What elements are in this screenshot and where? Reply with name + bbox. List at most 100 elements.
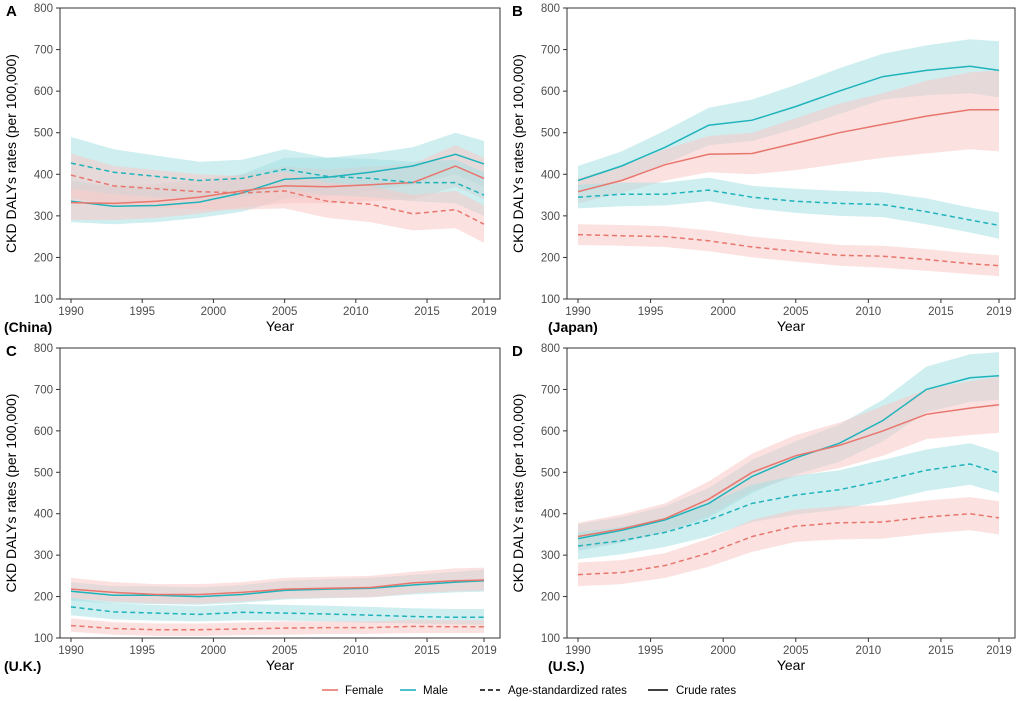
y-tick-label: 800	[34, 3, 53, 15]
line-female-crude	[70, 165, 485, 205]
x-tick-label: 2019	[986, 306, 1012, 318]
band-male-age	[71, 597, 484, 625]
y-tick-label: 700	[541, 45, 560, 57]
line-female-age	[577, 512, 1000, 576]
band-male-age	[578, 443, 999, 560]
x-tick-label: 2010	[343, 306, 369, 318]
country-label: (Japan)	[548, 319, 598, 335]
series-lines	[70, 579, 485, 631]
x-tick-label: 1990	[58, 306, 84, 318]
line-male-age	[577, 189, 1000, 227]
x-tick-label: 2019	[471, 306, 497, 318]
x-tick-label: 2000	[710, 645, 736, 657]
y-tick-label: 500	[34, 128, 53, 140]
x-tick-label: 2000	[201, 306, 227, 318]
series-lines	[577, 65, 1000, 267]
y-tick-label: 700	[541, 384, 560, 396]
y-tick-label: 100	[34, 633, 53, 645]
y-tick-label: 600	[541, 86, 560, 98]
country-label: (U.K.)	[4, 658, 41, 674]
band-female-age	[71, 618, 484, 636]
line-male-crude	[70, 153, 485, 208]
y-tick-label: 200	[34, 252, 53, 264]
y-tick-label: 300	[541, 211, 560, 223]
confidence-bands	[578, 352, 999, 587]
x-tick-label: 1995	[129, 645, 155, 657]
y-tick-label: 300	[541, 550, 560, 562]
x-tick-label: 1995	[638, 645, 664, 657]
x-tick-label: 1990	[565, 306, 591, 318]
y-tick-label: 400	[541, 169, 560, 181]
y-tick-label: 200	[34, 592, 53, 604]
plot-frame	[566, 7, 1016, 300]
y-axis-title: CKD DALYs rates (per 100,000)	[510, 54, 526, 253]
band-female-age	[578, 224, 999, 277]
y-tick-label: 400	[541, 509, 560, 521]
band-female-age	[578, 497, 999, 587]
legend: Female Male Age-standardized rates Crude…	[322, 685, 736, 697]
y-tick-label: 700	[34, 384, 53, 396]
legend-male-label: Male	[423, 685, 448, 697]
x-tick-label: 2005	[783, 645, 809, 657]
y-tick-label: 800	[541, 343, 560, 355]
country-label: (China)	[4, 319, 52, 335]
x-tick-label: 2010	[343, 645, 369, 657]
x-tick-label: 2015	[928, 306, 954, 318]
confidence-bands	[71, 567, 484, 636]
line-male-age	[577, 463, 1000, 547]
y-tick-label: 400	[34, 509, 53, 521]
y-axis-title: CKD DALYs rates (per 100,000)	[3, 394, 19, 593]
plot-frame	[566, 347, 1016, 639]
y-tick-label: 500	[541, 128, 560, 140]
x-tick-label: 2015	[928, 645, 954, 657]
y-tick-label: 600	[541, 426, 560, 438]
y-tick-label: 600	[34, 426, 53, 438]
panel-a: 100 200 300 400 500 600 700 800 1990 1995 2000 2005…	[3, 3, 501, 335]
band-female-age	[71, 153, 484, 243]
x-tick-label: 1995	[638, 306, 664, 318]
confidence-bands	[71, 132, 484, 243]
x-axis-title: Year	[777, 318, 806, 334]
x-tick-label: 2010	[856, 306, 882, 318]
x-tick-label: 2019	[471, 645, 497, 657]
y-tick-label: 800	[34, 343, 53, 355]
line-female-crude	[70, 579, 485, 596]
line-male-crude	[577, 65, 1000, 182]
y-tick-label: 600	[34, 86, 53, 98]
y-tick-label: 200	[541, 252, 560, 264]
line-female-age	[577, 233, 1000, 267]
y-tick-label: 200	[541, 592, 560, 604]
panel-letter: A	[6, 3, 17, 20]
y-axis-title: CKD DALYs rates (per 100,000)	[510, 394, 526, 593]
panel-letter: B	[512, 3, 523, 20]
y-axis-title: CKD DALYs rates (per 100,000)	[3, 54, 19, 253]
x-axis-title: Year	[777, 657, 806, 673]
x-tick-label: 1995	[129, 306, 155, 318]
panel-letter: D	[512, 343, 523, 360]
series-lines	[70, 153, 485, 225]
legend-crude-label: Crude rates	[676, 685, 736, 697]
plot-frame	[59, 7, 501, 300]
plot-frame	[59, 347, 501, 639]
legend-age-standardized-label: Age-standardized rates	[508, 685, 627, 697]
y-tick-label: 700	[34, 45, 53, 57]
x-tick-label: 1990	[58, 645, 84, 657]
country-label: (U.S.)	[548, 658, 585, 674]
x-axis-title: Year	[266, 657, 295, 673]
line-male-age	[70, 606, 484, 619]
line-female-age	[70, 174, 485, 225]
line-female-crude	[577, 109, 999, 193]
x-tick-label: 2010	[856, 645, 882, 657]
y-tick-label: 800	[541, 3, 560, 15]
line-male-crude	[577, 375, 1000, 540]
x-tick-label: 2019	[986, 645, 1012, 657]
y-tick-label: 400	[34, 169, 53, 181]
line-male-crude	[70, 580, 485, 598]
series-lines	[577, 375, 1000, 576]
y-tick-label: 300	[34, 211, 53, 223]
x-tick-label: 2005	[272, 306, 298, 318]
y-tick-label: 500	[541, 467, 560, 479]
line-male-age	[70, 162, 485, 196]
line-female-age	[70, 624, 484, 631]
